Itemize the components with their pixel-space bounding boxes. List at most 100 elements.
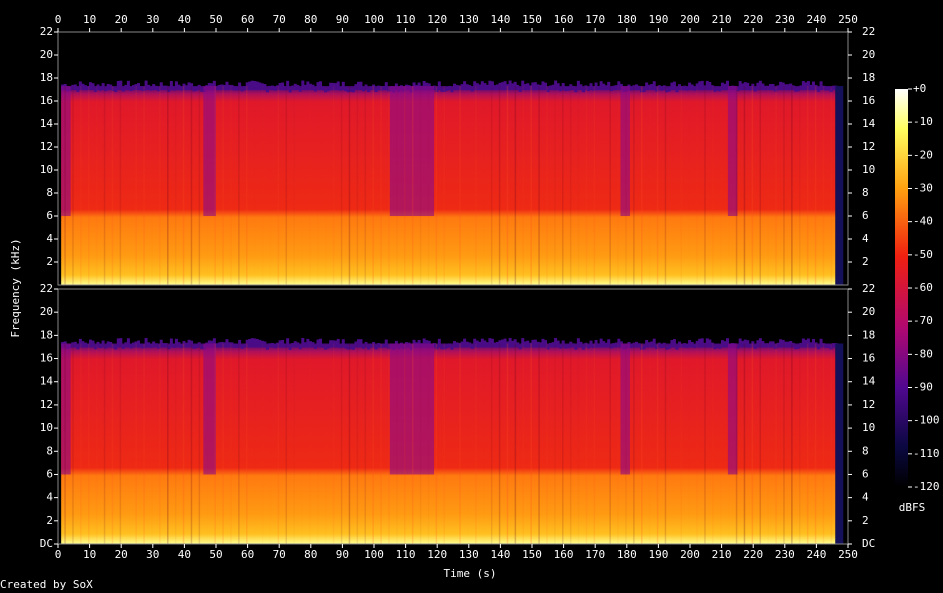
spectrum-edge xyxy=(349,345,353,350)
texture-stripe xyxy=(578,343,580,544)
spectrum-edge xyxy=(104,87,108,92)
spectrum-edge xyxy=(549,342,553,348)
spectrum-edge xyxy=(187,82,191,91)
texture-stripe xyxy=(64,343,66,544)
spectrum-edge xyxy=(683,343,687,348)
spectrum-edge xyxy=(331,82,335,91)
spectrum-edge xyxy=(329,340,333,348)
spectrum-edge xyxy=(695,340,699,348)
x-tick-label: 110 xyxy=(396,548,416,561)
spectrum-edge xyxy=(705,80,709,91)
spectrum-edge xyxy=(564,87,568,92)
spectrum-edge xyxy=(824,86,828,91)
y-tick-label: 6 xyxy=(862,209,869,222)
spectrum-edge xyxy=(422,81,426,91)
spectrum-edge xyxy=(109,341,113,348)
spectrum-edge xyxy=(359,81,363,91)
spectrum-edge xyxy=(581,345,585,350)
spectrum-edge xyxy=(86,343,90,348)
spectrum-edge xyxy=(361,344,365,349)
spectrum-edge xyxy=(700,338,704,348)
texture-stripe xyxy=(625,343,627,544)
spectrum-edge xyxy=(185,85,189,91)
spectrum-edge xyxy=(286,80,290,91)
spectrum-edge xyxy=(604,85,608,91)
spectrum-edge xyxy=(827,86,831,91)
x-tick-label: 100 xyxy=(364,548,384,561)
spectrum-edge xyxy=(384,82,388,91)
texture-stripe xyxy=(633,86,635,285)
y-tick-label: 20 xyxy=(862,48,875,61)
spectrum-edge xyxy=(319,338,323,348)
texture-stripe xyxy=(451,343,453,544)
spectrum-edge xyxy=(551,342,555,348)
spectrum-edge xyxy=(230,342,234,348)
texture-stripe xyxy=(633,343,635,544)
spectrum-edge xyxy=(561,340,565,348)
y-tick-label: 22 xyxy=(862,282,875,295)
spectrum-edge xyxy=(341,81,345,91)
spectrum-edge xyxy=(157,344,161,349)
spectrum-edge xyxy=(708,339,712,348)
spectrum-edge xyxy=(182,83,186,91)
texture-stripe xyxy=(506,86,509,285)
texture-stripe xyxy=(822,86,825,285)
texture-stripe xyxy=(664,343,667,544)
spectrum-edge xyxy=(501,82,505,91)
quiet-band xyxy=(727,86,738,216)
spectrum-edge xyxy=(523,341,527,348)
spectrum-edge xyxy=(602,83,606,91)
texture-stripe xyxy=(696,86,698,285)
spectrum-edge xyxy=(313,344,317,349)
spectrum-edge xyxy=(326,344,330,349)
spectrum-edge xyxy=(801,81,805,91)
spectrum-edge xyxy=(460,341,464,348)
spectrum-edge xyxy=(179,86,183,91)
spectrum-edge xyxy=(670,340,674,348)
texture-stripe xyxy=(602,86,604,285)
texture-stripe xyxy=(530,86,532,285)
spectrum-edge xyxy=(713,345,717,350)
texture-stripe xyxy=(285,343,288,544)
spectrum-edge xyxy=(635,84,639,91)
spectrum-edge xyxy=(139,86,143,91)
spectrum-edge xyxy=(253,81,257,91)
texture-stripe xyxy=(680,86,683,285)
texture-stripe xyxy=(111,86,114,285)
texture-stripe xyxy=(119,86,122,285)
quiet-band xyxy=(620,86,630,216)
spectrum-edge xyxy=(758,338,762,348)
spectrum-edge xyxy=(432,343,436,348)
spectrum-edge xyxy=(233,343,237,348)
spectrum-edge xyxy=(215,343,219,348)
spectrum-edge xyxy=(126,80,130,91)
spectrum-edge xyxy=(94,345,98,350)
spectrum-edge xyxy=(756,82,760,91)
spectrum-edge xyxy=(248,81,252,91)
spectrum-edge xyxy=(248,339,252,348)
texture-stripe xyxy=(128,86,129,285)
spectrum-edge xyxy=(503,81,507,91)
y-tick-label: 12 xyxy=(862,398,875,411)
spectrum-edge xyxy=(652,81,656,91)
texture-stripe xyxy=(207,86,209,285)
texture-stripe xyxy=(617,86,619,285)
spectrum-edge xyxy=(549,85,553,91)
spectrum-edge xyxy=(296,84,300,91)
texture-stripe xyxy=(72,86,74,285)
y-tick-label: 16 xyxy=(862,94,875,107)
spectrum-edge xyxy=(245,82,249,91)
quiet-band xyxy=(727,343,738,475)
spectrum-edge xyxy=(480,81,484,91)
spectrum-edge xyxy=(584,342,588,348)
spectrum-edge xyxy=(536,84,540,91)
texture-stripe xyxy=(262,343,264,544)
spectrum-edge xyxy=(475,340,479,348)
texture-stripe xyxy=(451,86,453,285)
spectrum-edge xyxy=(796,344,800,349)
spectrum-edge xyxy=(137,340,140,348)
texture-stripe xyxy=(151,86,153,285)
spectrum-edge xyxy=(753,87,757,92)
texture-stripe xyxy=(222,86,224,285)
spectrum-edge xyxy=(508,337,512,348)
